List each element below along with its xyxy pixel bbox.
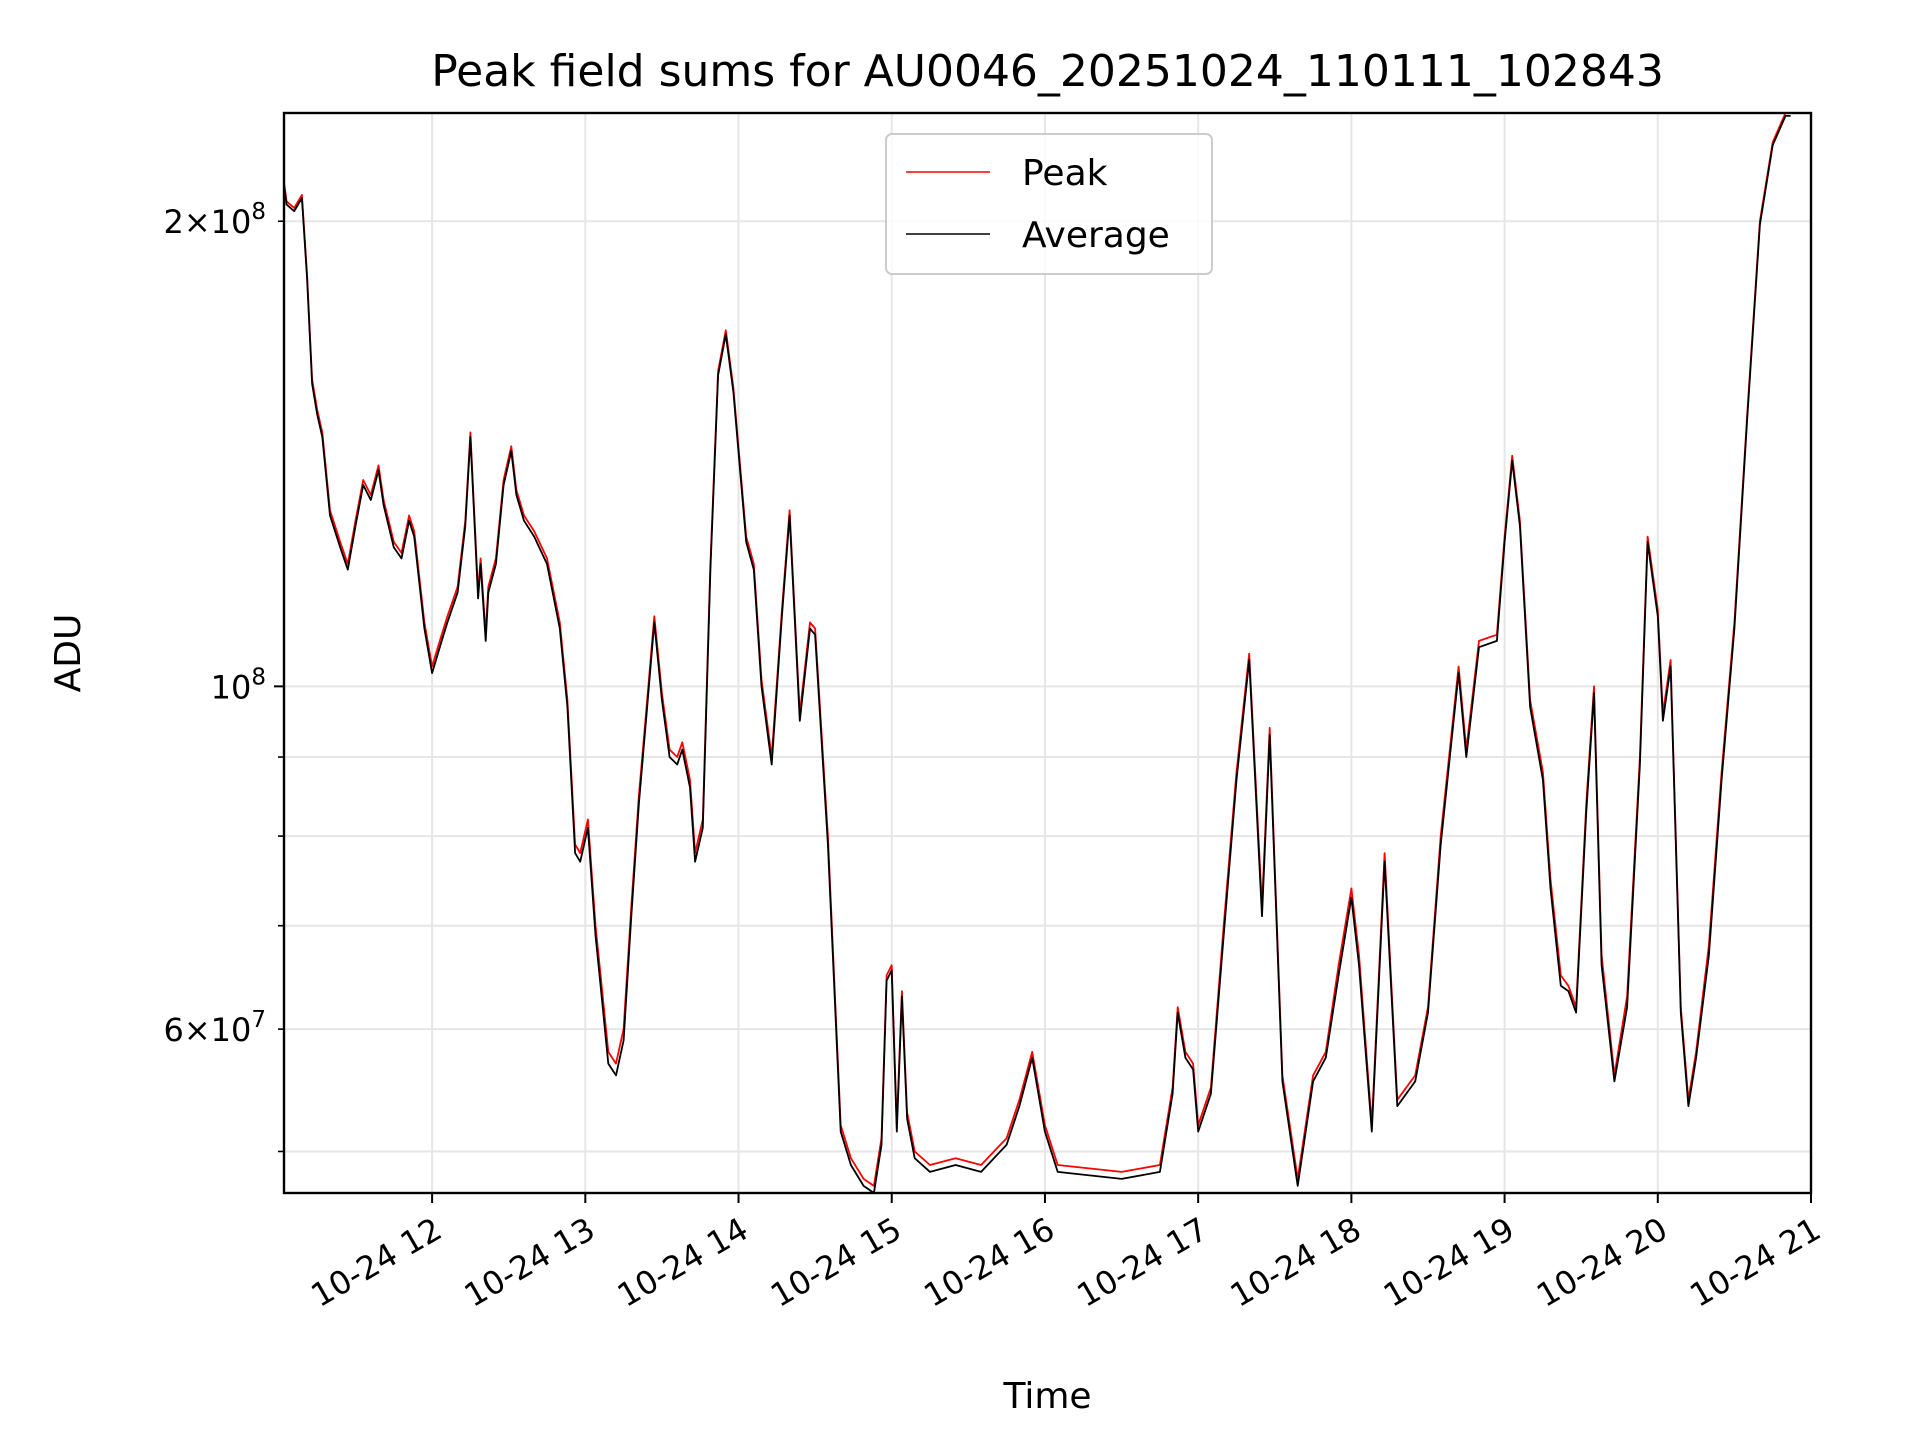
plot-frame [282,111,1813,1195]
x-axis-label: Time [1002,1376,1091,1417]
y-tick-label: 6×107 [163,1007,266,1049]
y-tick-label: 108 [211,664,266,706]
series-line-average [284,115,1791,1193]
y-tick-label: 2×108 [163,199,266,241]
legend-label-average: Average [1022,215,1170,256]
legend: Peak Average [885,133,1213,275]
series-layer [284,113,1791,1193]
legend-box [885,133,1213,275]
chart-title: Peak field sums for AU0046_20251024_1101… [431,46,1664,97]
y-axis-label: ADU [48,614,89,693]
legend-label-peak: Peak [1022,153,1108,194]
